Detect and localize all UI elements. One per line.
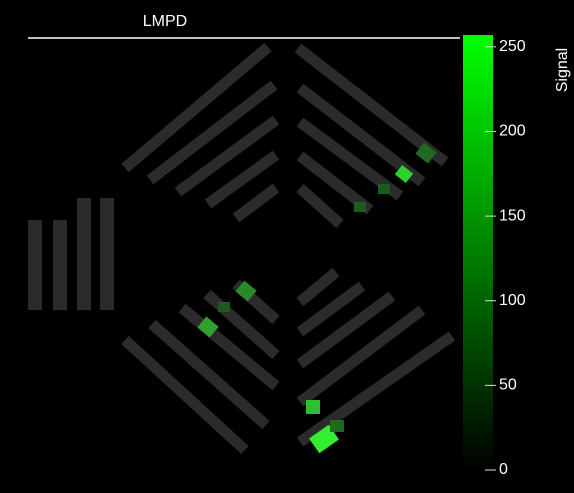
image-title: LMPD xyxy=(143,13,187,30)
colorbar-tick-label: 150 xyxy=(499,207,526,224)
colorbar xyxy=(463,35,493,470)
figure: LMPD xyxy=(0,0,574,493)
colorbar-tick-label: 100 xyxy=(499,292,526,309)
colorbar-label: Signal xyxy=(554,48,571,92)
colorbar-tick-label: 50 xyxy=(499,377,517,394)
colorbar-tick-label: 200 xyxy=(499,123,526,140)
colorbar-tick-label: 250 xyxy=(499,38,526,55)
colorbar-tick-label: 0 xyxy=(499,461,508,478)
